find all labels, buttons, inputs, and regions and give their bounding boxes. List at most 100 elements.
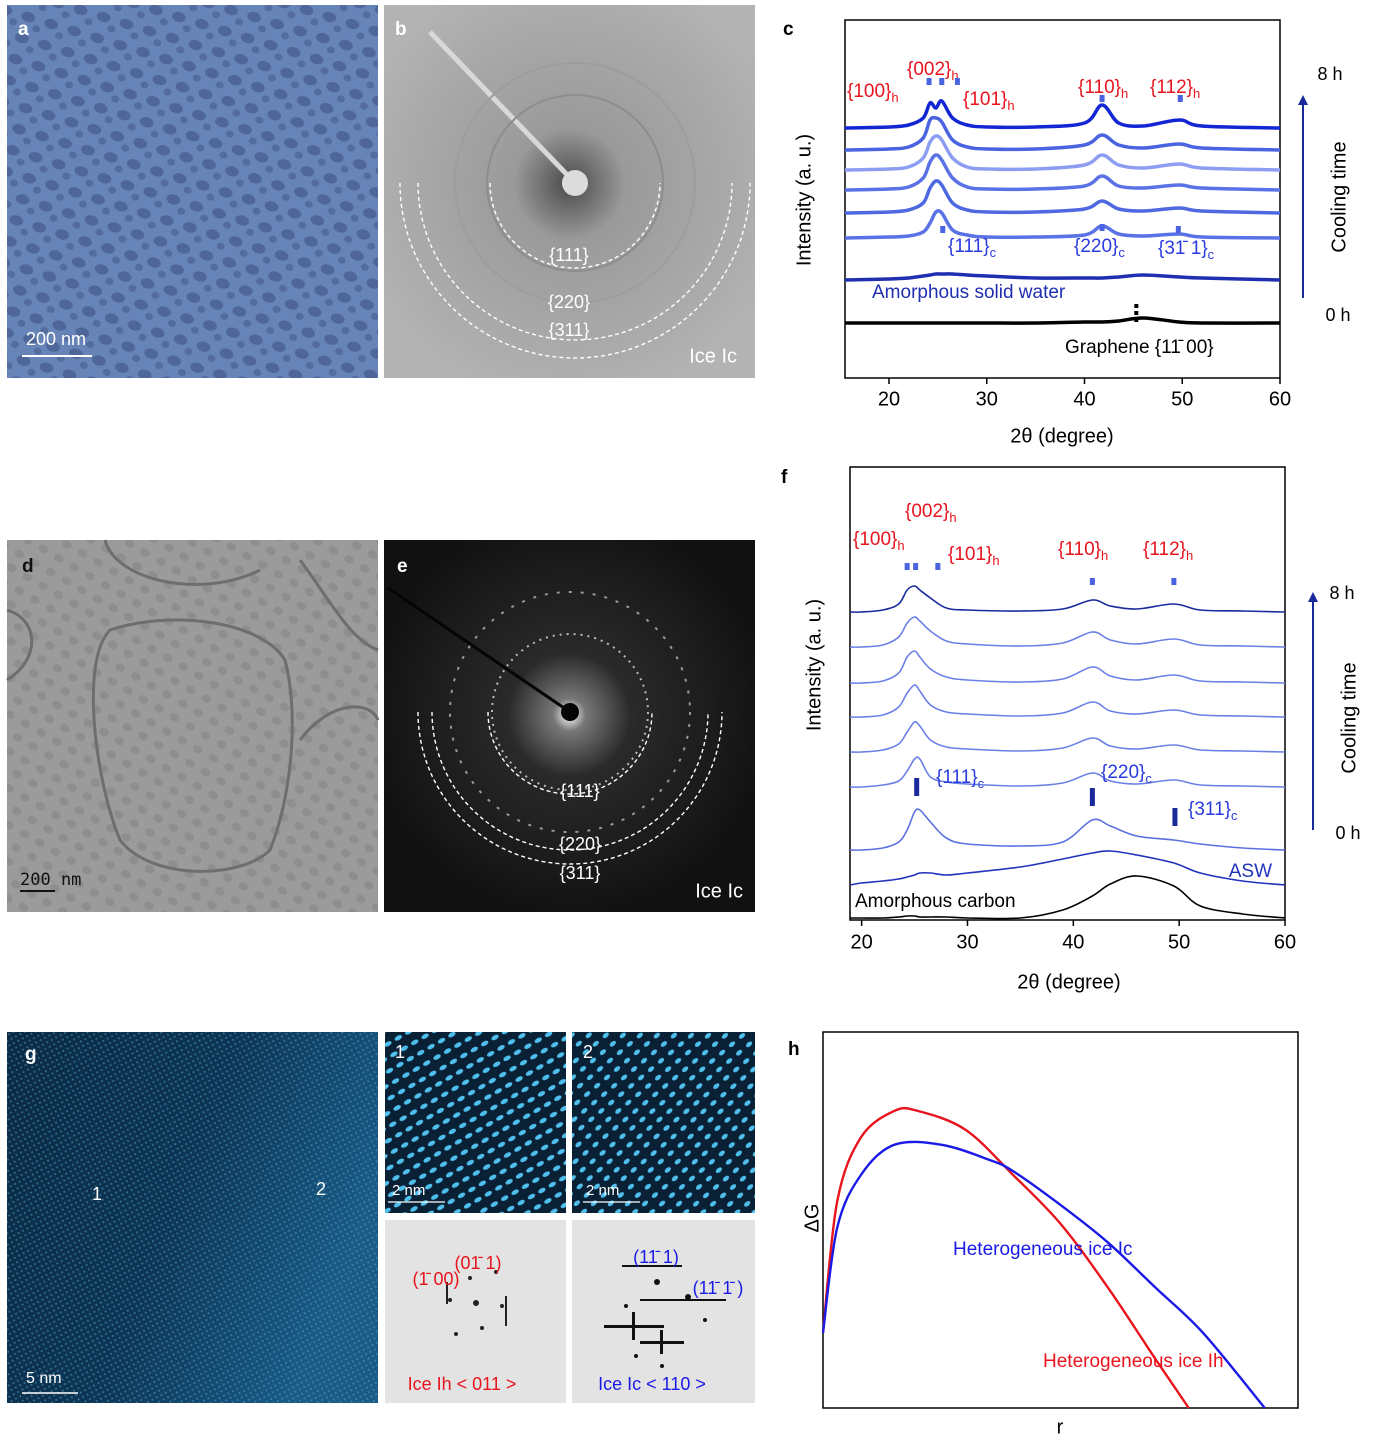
panel-b: b {111} {220} {311} Ice Ic xyxy=(384,5,755,378)
scale-bar-label: 2 nm xyxy=(586,1182,619,1199)
peak-label: {220}c xyxy=(1074,236,1125,260)
peak-label: {100}h xyxy=(853,529,905,553)
peak-label: {110}h xyxy=(1058,539,1108,563)
peak-label-text: {002} xyxy=(905,501,949,522)
peak-label-text: {31̄ 1} xyxy=(1158,238,1208,259)
scale-bar-label: 2 nm xyxy=(392,1182,425,1199)
x-axis-label: 2θ (degree) xyxy=(1017,971,1120,993)
panel-g: g 1 2 5 nm 1 2 nm 2 2 nm (1̄ 00) (01̄ 1)… xyxy=(7,1032,755,1403)
series-line xyxy=(845,211,1280,238)
x-tick-label: 40 xyxy=(1073,388,1095,410)
spot-label: (1̄ 00) xyxy=(412,1269,459,1289)
x-tick-label: 30 xyxy=(976,388,998,410)
peak-label-subscript: c xyxy=(1208,247,1215,262)
peak-label: {002}h xyxy=(907,59,959,83)
time-label: 0 h xyxy=(1335,823,1360,843)
peak-marker xyxy=(905,563,910,570)
inset-label: 2 xyxy=(583,1042,593,1062)
series-line xyxy=(850,685,1285,717)
x-tick-label: 60 xyxy=(1269,388,1291,410)
panel-label: e xyxy=(397,556,408,577)
peak-label-text: {100} xyxy=(853,529,897,550)
peak-label-text: {112} xyxy=(1150,77,1193,98)
scale-bar-label: 5 nm xyxy=(26,1370,62,1387)
micrograph-texture xyxy=(7,5,378,378)
peak-label-subscript: c xyxy=(978,776,985,791)
region-label: 2 xyxy=(316,1179,326,1199)
peak-marker xyxy=(940,226,945,233)
panel-label: b xyxy=(395,19,407,40)
peak-marker xyxy=(1176,226,1181,233)
series-line xyxy=(845,118,1280,150)
x-tick-label: 40 xyxy=(1062,931,1084,953)
peak-label-text: {101} xyxy=(963,89,1007,110)
series-label: ASW xyxy=(1229,861,1272,882)
series-line xyxy=(850,617,1285,647)
x-tick-label: 30 xyxy=(956,931,978,953)
peak-label-text: {100} xyxy=(847,81,891,102)
inset-label: 1 xyxy=(395,1042,405,1062)
page: a 200 nm b {111} {220} {311} Ice Ic d 20… xyxy=(0,0,1381,1437)
peak-label: {101}h xyxy=(948,544,1000,568)
peak-label-subscript: h xyxy=(1186,548,1193,563)
diffraction-pattern xyxy=(384,540,755,912)
peak-label: {111}c xyxy=(936,767,985,791)
peak-label: {111}c xyxy=(948,236,997,260)
x-tick-label: 20 xyxy=(851,931,873,953)
cooling-label: Cooling time xyxy=(1338,662,1360,773)
series-label: Amorphous carbon xyxy=(855,891,1016,912)
panel-e: e {111} {220} {311} Ice Ic xyxy=(384,540,755,912)
peak-label: {112}h xyxy=(1143,539,1193,563)
x-tick-label: 20 xyxy=(878,388,900,410)
series-label: Heterogeneous ice Ih xyxy=(1043,1351,1224,1372)
scale-bar-label: 200 nm xyxy=(20,870,81,890)
peak-marker xyxy=(914,778,919,796)
peak-label: Graphene {11̄ 00} xyxy=(1065,337,1214,358)
spot-label: (11̄ 1̄ ) xyxy=(693,1278,744,1298)
panel-label: a xyxy=(18,19,29,40)
y-axis-label: Intensity (a. u.) xyxy=(803,599,825,731)
ring-label: {220} xyxy=(548,292,590,312)
y-axis-label: ΔG xyxy=(801,1204,823,1233)
peak-label-subscript: h xyxy=(949,510,956,525)
series-line xyxy=(850,722,1285,752)
zone-label: Ice Ic < 110 > xyxy=(598,1374,706,1394)
peak-marker xyxy=(935,563,940,570)
peak-label-subscript: h xyxy=(897,538,904,553)
cooling-label: Cooling time xyxy=(1328,141,1350,252)
peak-label-text: {110} xyxy=(1078,77,1121,98)
phase-label: Ice Ic xyxy=(695,880,743,902)
peak-label: {220}c xyxy=(1101,762,1152,786)
peak-label-subscript: c xyxy=(1231,808,1238,823)
panel-d: d 200 nm xyxy=(7,540,378,912)
peak-label-text: {311} xyxy=(1188,799,1231,820)
peak-label-subscript: h xyxy=(891,90,898,105)
series-line xyxy=(845,318,1280,323)
peak-marker xyxy=(955,78,960,85)
peak-label-text: {111} xyxy=(936,767,978,788)
panel-label: g xyxy=(25,1044,37,1065)
peak-label-text: {220} xyxy=(1101,762,1145,783)
peak-label: {002}h xyxy=(905,501,957,525)
peak-label: {31̄ 1}c xyxy=(1158,238,1215,262)
plot-frame xyxy=(850,467,1285,920)
region-label: 1 xyxy=(92,1184,102,1204)
panel-label: h xyxy=(788,1039,800,1060)
time-label: 8 h xyxy=(1329,583,1354,603)
peak-marker xyxy=(913,563,918,570)
series-label: Heterogeneous ice Ic xyxy=(953,1239,1133,1260)
peak-label-text: {111} xyxy=(948,236,990,257)
series-line xyxy=(845,101,1280,128)
phase-label: Ice Ic xyxy=(689,345,737,367)
peak-label: {311}c xyxy=(1188,799,1238,823)
panel-label: c xyxy=(783,19,794,40)
time-label: 8 h xyxy=(1317,64,1342,84)
peak-label-subscript: h xyxy=(1007,98,1014,113)
peak-label-text: {101} xyxy=(948,544,992,565)
peak-label-subscript: h xyxy=(1121,86,1128,101)
peak-marker xyxy=(1090,788,1095,806)
peak-label-subscript: h xyxy=(992,553,999,568)
series-line xyxy=(845,155,1280,190)
series-line xyxy=(850,586,1285,612)
micrograph-texture xyxy=(7,540,378,912)
